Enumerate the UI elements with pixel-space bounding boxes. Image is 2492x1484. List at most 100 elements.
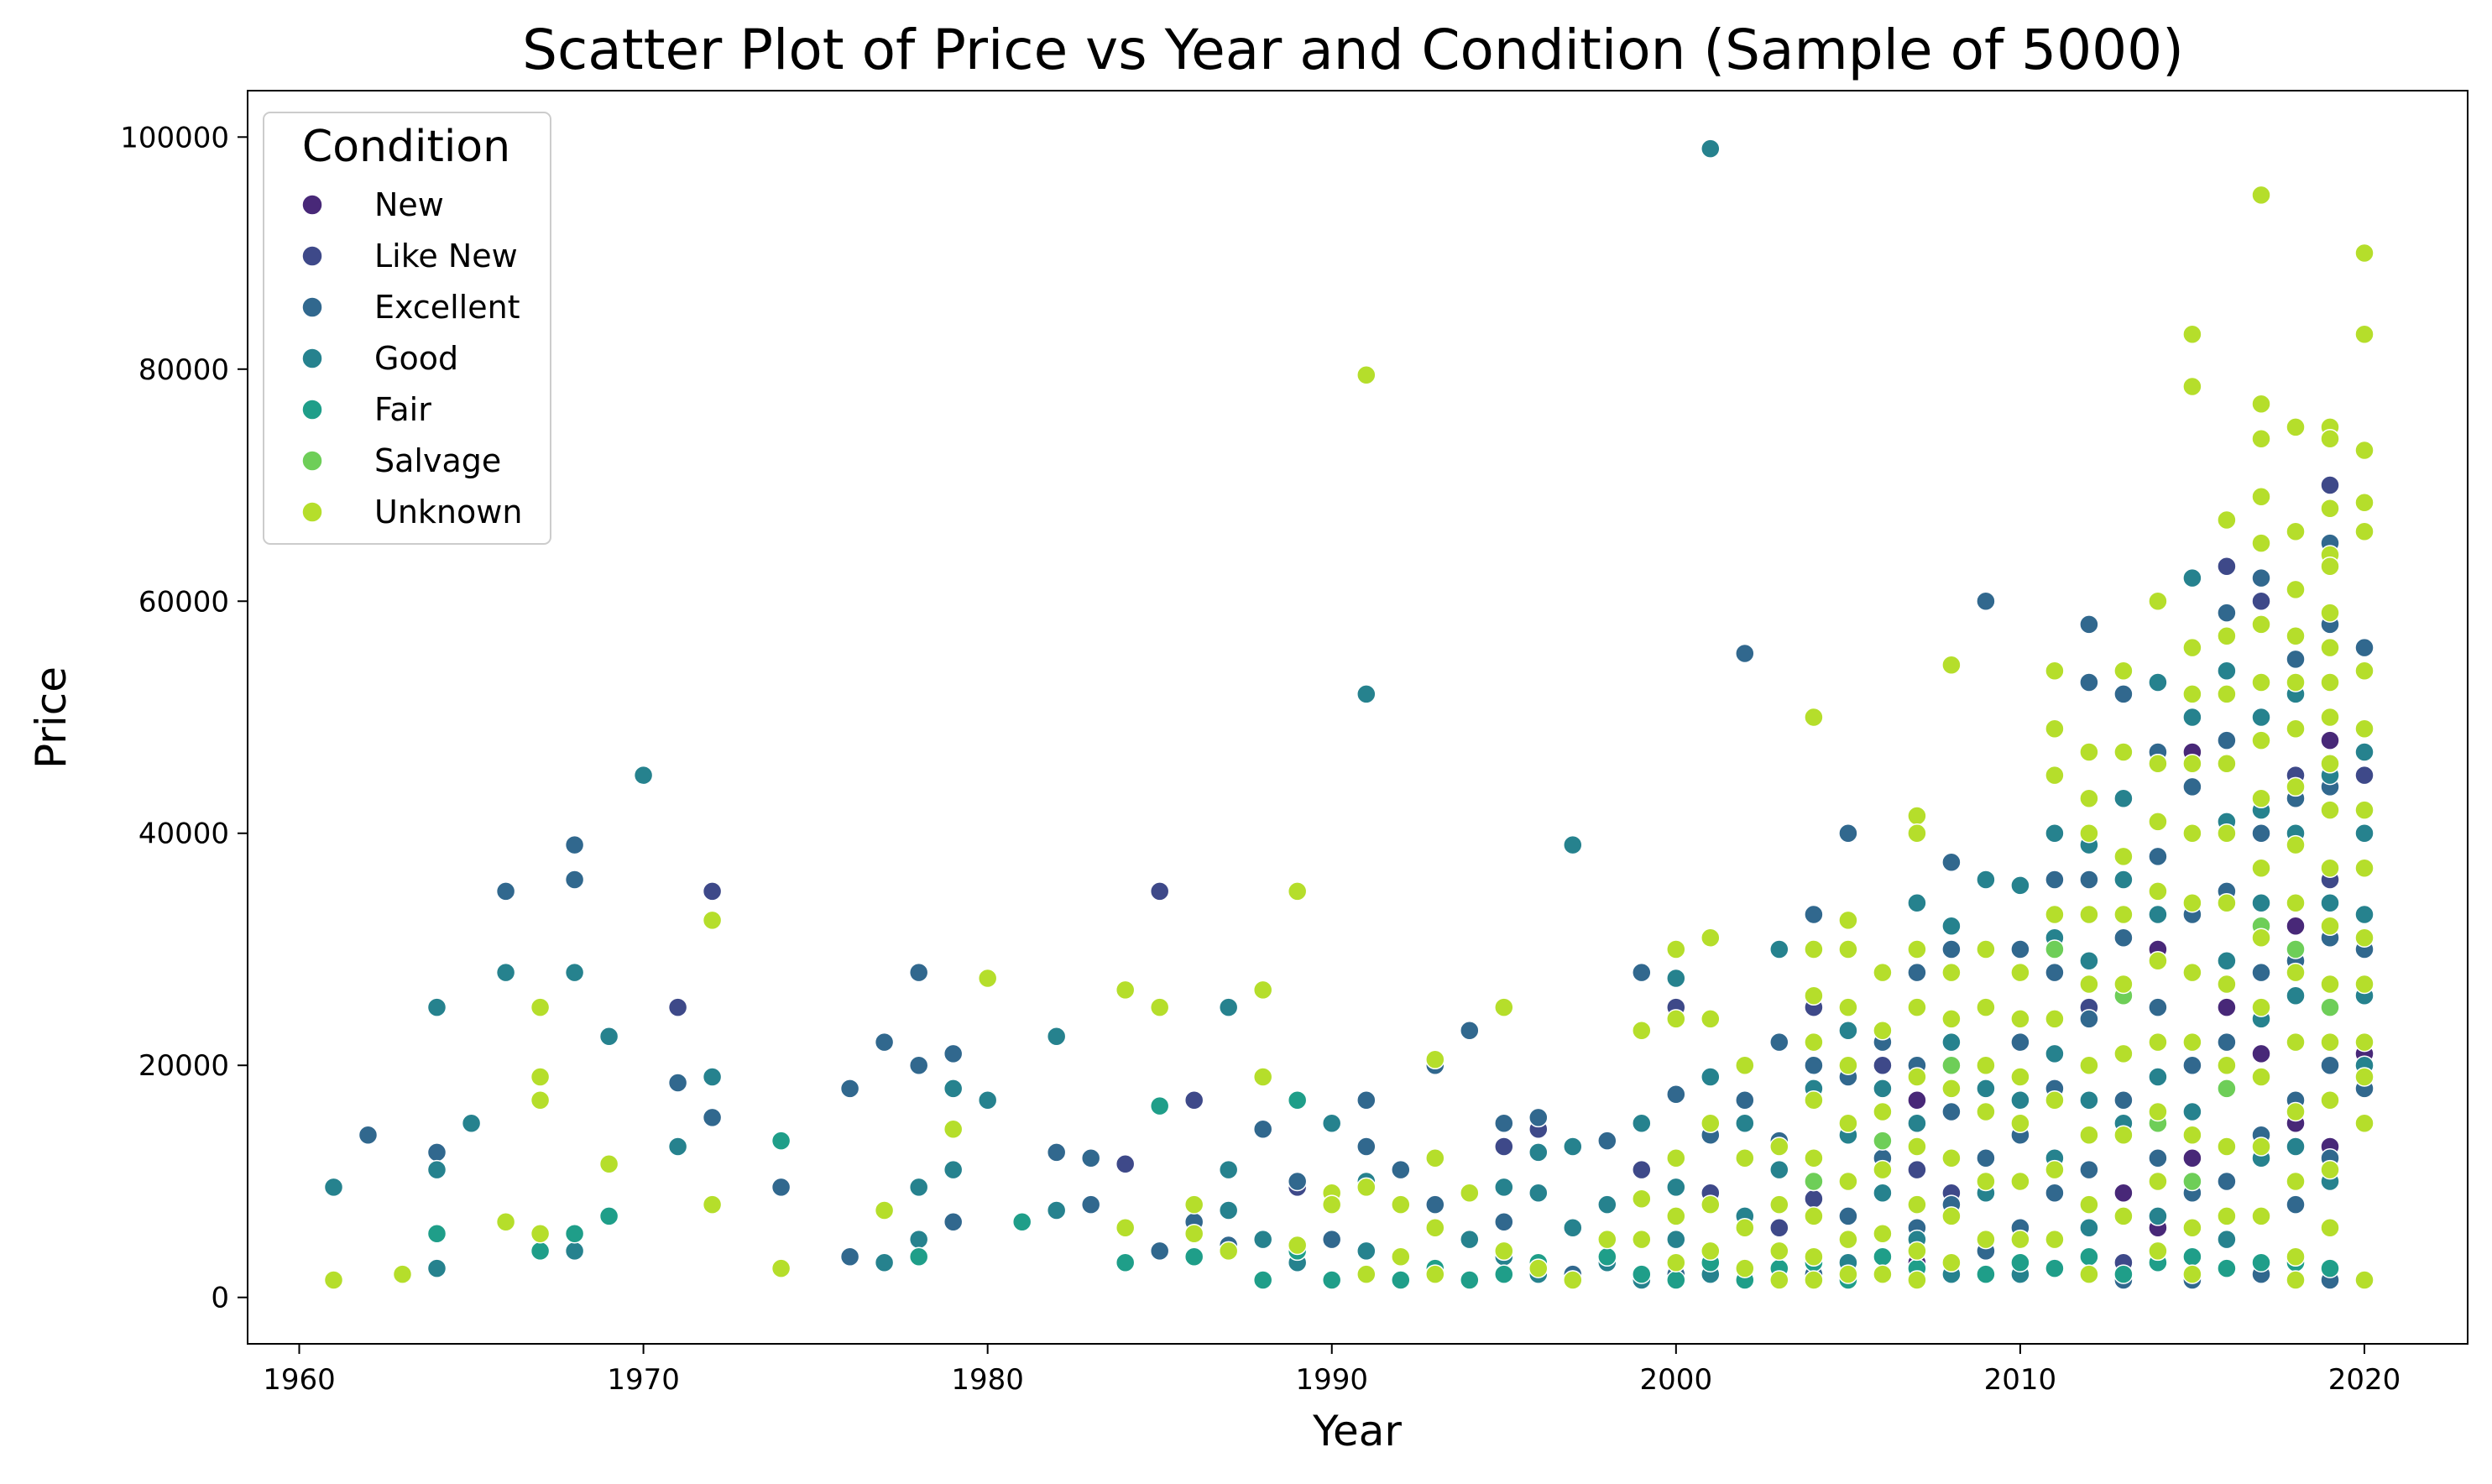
scatter-point <box>1873 1101 1893 1122</box>
scatter-point <box>1563 834 1583 855</box>
scatter-point <box>1701 1194 1721 1215</box>
scatter-point <box>2045 904 2065 925</box>
scatter-point <box>2251 962 2271 983</box>
scatter-point <box>1632 1113 1652 1134</box>
y-tick-label: 0 <box>211 1282 229 1315</box>
scatter-point <box>2320 556 2340 577</box>
scatter-point <box>1391 1246 1411 1267</box>
scatter-point <box>2079 870 2099 890</box>
scatter-point <box>2079 1264 2099 1284</box>
scatter-point <box>2079 672 2099 692</box>
legend: Condition New Like New Excellent Good Fair Sa… <box>263 112 551 545</box>
scatter-point <box>1666 1009 1686 1029</box>
scatter-point <box>2113 904 2134 925</box>
scatter-point <box>2182 1101 2202 1122</box>
scatter-point <box>2217 603 2237 623</box>
scatter-point <box>2217 625 2237 646</box>
scatter-point <box>2113 742 2134 762</box>
scatter-point <box>2286 1270 2306 1290</box>
scatter-point <box>2354 521 2374 542</box>
scatter-point <box>358 1125 379 1145</box>
scatter-point <box>702 1194 723 1215</box>
scatter-point <box>530 1089 551 1110</box>
scatter-point <box>564 1223 585 1244</box>
scatter-point <box>1321 1270 1342 1290</box>
scatter-point <box>1907 1113 1927 1134</box>
scatter-point <box>2251 185 2271 206</box>
scatter-point <box>2354 823 2374 844</box>
plot-frame <box>247 90 2468 1345</box>
scatter-point <box>2354 1032 2374 1053</box>
scatter-point <box>2286 579 2306 600</box>
scatter-point <box>1804 1055 1824 1075</box>
scatter-point <box>2045 718 2065 739</box>
legend-items: New Like New Excellent Good Fair Salvage Unkno… <box>301 186 522 530</box>
scatter-point <box>1356 1089 1377 1110</box>
scatter-point <box>2320 475 2340 495</box>
scatter-point <box>2148 997 2168 1017</box>
scatter-point <box>1907 1194 1927 1215</box>
scatter-point <box>1907 806 1927 826</box>
scatter-point <box>2010 962 2030 983</box>
scatter-point <box>495 962 516 983</box>
scatter-point <box>1976 1101 1996 1122</box>
scatter-point <box>2148 1206 2168 1226</box>
y-tick-label: 60000 <box>138 585 229 619</box>
scatter-point <box>1666 1148 1686 1168</box>
scatter-point <box>874 1252 895 1272</box>
scatter-point <box>1701 1067 1721 1087</box>
scatter-point <box>2217 1137 2237 1157</box>
scatter-point <box>1287 1171 1308 1192</box>
scatter-point <box>2079 1194 2099 1215</box>
scatter-point <box>1252 1119 1273 1140</box>
scatter-point <box>426 1223 447 1244</box>
scatter-point <box>2045 765 2065 786</box>
scatter-point <box>2113 1089 2134 1110</box>
scatter-point <box>2286 672 2306 692</box>
scatter-point <box>2320 858 2340 878</box>
scatter-point <box>2320 1055 2340 1075</box>
scatter-point <box>1183 1089 1204 1110</box>
scatter-point <box>1804 1189 1824 1209</box>
scatter-point <box>1976 1079 1996 1099</box>
scatter-point <box>495 881 516 901</box>
scatter-point <box>2217 1258 2237 1278</box>
scatter-point <box>2113 1183 2134 1204</box>
scatter-point <box>2182 637 2202 658</box>
scatter-point <box>2251 672 2271 692</box>
scatter-point <box>461 1113 482 1134</box>
scatter-point <box>1356 1177 1377 1198</box>
scatter-point <box>1941 1148 1962 1168</box>
scatter-point <box>2286 625 2306 646</box>
scatter-point <box>2251 1252 2271 1272</box>
scatter-point <box>2182 776 2202 797</box>
x-axis-label: Year <box>1312 1407 1402 1455</box>
scatter-point <box>1046 1142 1067 1163</box>
scatter-point <box>1080 1148 1101 1168</box>
scatter-point <box>2010 1171 2030 1192</box>
scatter-point <box>2354 493 2374 513</box>
scatter-point <box>667 997 688 1017</box>
scatter-point <box>1735 643 1755 664</box>
scatter-point <box>530 997 551 1017</box>
scatter-point <box>1907 939 1927 959</box>
scatter-point <box>2251 1067 2271 1087</box>
scatter-point <box>2113 661 2134 681</box>
scatter-point <box>2182 1055 2202 1075</box>
scatter-point <box>2320 916 2340 937</box>
scatter-point <box>1632 1021 1652 1041</box>
scatter-point <box>1804 1206 1824 1226</box>
scatter-point <box>1735 1055 1755 1075</box>
scatter-point <box>2286 521 2306 542</box>
scatter-point <box>1941 1101 1962 1122</box>
scatter-point <box>1632 1159 1652 1180</box>
scatter-point <box>1804 1246 1824 1267</box>
y-tick-label: 40000 <box>138 818 229 851</box>
scatter-point <box>1321 1113 1342 1134</box>
scatter-point <box>2010 1067 2030 1087</box>
scatter-point <box>1735 1113 1755 1134</box>
scatter-point <box>1838 997 1858 1017</box>
scatter-point <box>1769 1137 1789 1157</box>
scatter-point <box>1528 1258 1549 1278</box>
scatter-point <box>1769 1032 1789 1053</box>
